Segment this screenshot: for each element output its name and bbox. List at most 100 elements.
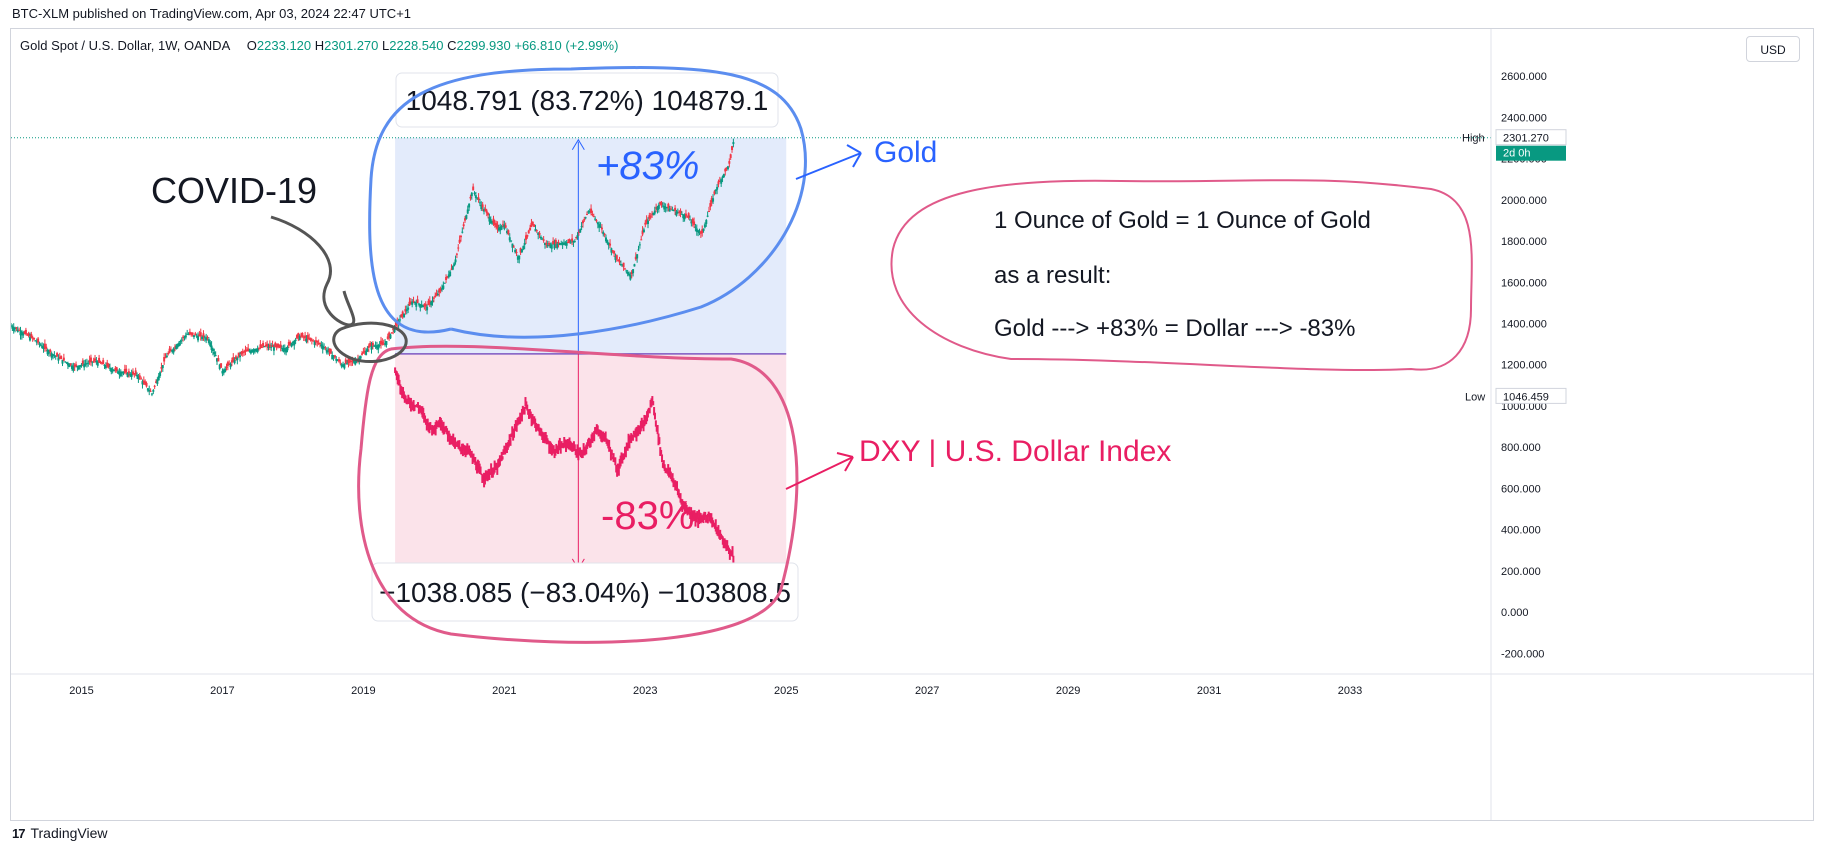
gold-candle [598,224,601,228]
gold-candle [430,301,433,306]
price-chart[interactable]: 2600.0002400.0002200.0002000.0001800.000… [11,29,1813,820]
gold-candle [294,339,297,341]
covid-pointer-line [270,215,356,327]
gold-candle [186,333,189,335]
gold-candle [89,357,92,362]
gold-candle [237,352,240,357]
gold-candle [12,327,15,331]
gold-candle [537,232,540,235]
gold-candle [149,390,152,392]
gold-candle [56,353,59,357]
gold-candle [194,333,197,336]
gold-candle [335,358,338,361]
gold-candle [492,218,495,224]
gold-candle [480,204,483,210]
gold-candle [68,363,71,368]
gold-candle [469,196,472,199]
gold-candle [153,385,156,387]
low-badge [1495,387,1567,404]
note-line-1: 1 Ounce of Gold = 1 Ounce of Gold [994,207,1371,234]
gold-candle [266,343,269,347]
gold-candle [493,222,496,226]
gold-candle [343,364,346,369]
gold-candle [523,242,526,245]
gold-candle [393,327,396,333]
gold-candle [298,336,301,341]
y-tick-label: 2600.000 [1501,71,1547,83]
gold-candle [245,349,248,352]
gold-candle [518,255,521,260]
tradingview-logo-icon[interactable]: 17 [12,825,26,841]
gold-candle [54,355,57,357]
note-bubble [890,179,1473,372]
gold-candle [319,343,322,345]
y-tick-label: 600.000 [1501,483,1541,495]
gold-candle [138,375,141,378]
gold-candle [152,390,155,392]
gold-candle [622,262,625,268]
gold-candle [37,338,40,343]
gold-candle [600,227,603,230]
x-tick-label: 2027 [915,685,939,697]
gold-candle [617,259,620,261]
gold-candle [694,226,697,228]
gold-candle [707,211,710,213]
gold-candle [449,271,452,277]
gold-candle [442,285,445,289]
y-tick-label: 400.000 [1501,525,1541,537]
gold-candle [691,219,694,224]
gold-candle [678,211,681,213]
gold-candle [38,343,41,345]
gold-candle [474,195,477,199]
gold-candle [53,355,56,357]
y-tick-label: 800.000 [1501,442,1541,454]
y-tick-label: 1600.000 [1501,277,1547,289]
gold-candle [702,228,705,231]
gold-candle [324,347,327,349]
high-badge-label: High [1462,133,1485,145]
gold-candle [510,240,513,242]
gold-candle [113,369,116,372]
gold-candle [141,381,144,385]
gold-measure-box [395,72,779,128]
gold-candle [416,299,419,303]
gold-candle [157,375,160,381]
gold-candle [110,368,113,373]
gold-candle [272,347,275,351]
low-badge-value: 1046.459 [1503,391,1549,403]
symbol-name[interactable]: Gold Spot / U.S. Dollar, 1W, OANDA [20,38,230,53]
gold-candle [459,235,462,238]
gold-candle [545,243,548,245]
gold-candle [142,380,145,383]
gold-candle [560,243,563,245]
footer-brand[interactable]: TradingView [30,825,108,841]
x-tick-label: 2029 [1056,685,1080,697]
gold-candle [167,352,170,355]
gold-candle [275,344,278,348]
gold-candle [621,265,624,267]
x-tick-label: 2025 [774,685,798,697]
gold-candle [260,347,263,349]
gold-candle [342,364,345,367]
dxy-measure-box [371,562,799,622]
chart-frame[interactable]: 2600.0002400.0002200.0002000.0001800.000… [10,28,1814,821]
gold-candle [465,215,468,219]
gold-candle [348,358,351,363]
low-value: 2228.540 [389,38,444,53]
gold-candle [145,382,148,387]
gold-candle [126,373,129,377]
gold-candle [111,368,114,372]
gold-candle [255,348,258,352]
currency-button[interactable]: USD [1746,36,1800,62]
gold-candle [77,365,80,370]
gold-candle [454,259,457,263]
gold-candle [217,358,220,362]
gold-candle [720,179,723,184]
gold-candle [614,256,617,260]
gold-candle [653,210,656,214]
gold-candle [163,357,166,362]
gold-candle [70,365,73,369]
gold-candle [657,204,660,209]
gold-candle [305,338,308,343]
gold-candle [253,349,256,351]
